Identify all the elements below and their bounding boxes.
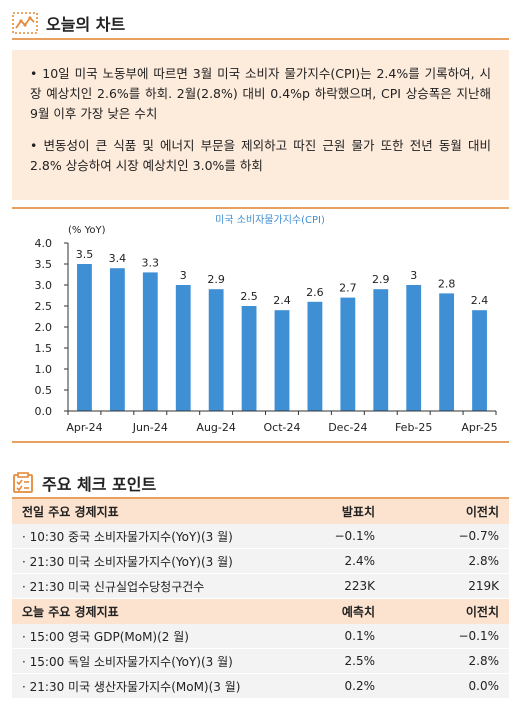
indicator-value: −0.1% <box>334 529 375 543</box>
indicator-name: · 15:00 독일 소비자물가지수(YoY)(3 월) <box>22 654 233 669</box>
summary-bullet: • 변동성이 큰 식품 및 에너지 부문을 제외하고 따진 근원 물가 또한 전… <box>30 138 491 173</box>
bar-value-label: 2.9 <box>207 273 225 286</box>
bar-value-label: 2.4 <box>471 294 489 307</box>
today-header-col2: 이전치 <box>465 605 499 619</box>
table-row: · 15:00 영국 GDP(MoM)(2 월) 0.1% −0.1% <box>12 624 509 649</box>
bar-value-label: 2.8 <box>438 277 456 290</box>
indicator-value: 223K <box>344 579 375 593</box>
bar <box>340 297 356 411</box>
indicator-forecast: 2.5% <box>344 654 376 668</box>
checkpoint-section-header: 주요 체크 포인트 <box>12 470 156 496</box>
x-tick-label: Oct-24 <box>264 421 301 434</box>
table-row: · 10:30 중국 소비자물가지수(YoY)(3 월) −0.1% −0.7% <box>12 524 509 549</box>
indicator-forecast: 0.2% <box>344 679 376 693</box>
chart-ylabel: (% YoY) <box>68 225 106 236</box>
bar <box>274 310 290 411</box>
chart-title: 미국 소비자물가지수(CPI) <box>215 214 325 226</box>
yesterday-header-col2: 이전치 <box>465 505 499 519</box>
indicator-name: · 15:00 영국 GDP(MoM)(2 월) <box>22 629 189 644</box>
indicator-previous: 219K <box>468 579 499 593</box>
y-tick-label: 3.5 <box>35 258 53 271</box>
bar <box>241 306 257 411</box>
chart-section-header: 오늘의 차트 <box>12 10 125 36</box>
yesterday-header-name: 전일 주요 경제지표 <box>22 505 119 519</box>
table-row: · 21:30 미국 생산자물가지수(MoM)(3 월) 0.2% 0.0% <box>12 673 509 699</box>
bar-value-label: 2.4 <box>273 294 291 307</box>
summary-box: • 10일 미국 노동부에 따르면 3월 미국 소비자 물가지수(CPI)는 2… <box>12 50 509 200</box>
y-tick-label: 2.5 <box>35 300 53 313</box>
bar-value-label: 3 <box>180 269 187 282</box>
table-row: · 15:00 독일 소비자물가지수(YoY)(3 월) 2.5% 2.8% <box>12 648 509 674</box>
page-title: 오늘의 차트 <box>46 15 126 34</box>
x-tick-label: Apr-25 <box>461 421 497 434</box>
table-row: · 21:30 미국 소비자물가지수(YoY)(3 월) 2.4% 2.8% <box>12 548 509 574</box>
bar-value-label: 3.3 <box>142 256 160 269</box>
indicator-previous: −0.1% <box>458 629 499 643</box>
table-row: · 21:30 미국 신규실업수당청구건수 223K 219K <box>12 573 509 599</box>
checkpoint-title: 주요 체크 포인트 <box>42 475 157 494</box>
bar <box>307 301 323 411</box>
x-tick-label: Dec-24 <box>328 421 367 434</box>
bar <box>373 289 389 411</box>
indicator-previous: −0.7% <box>458 529 499 543</box>
y-tick-label: 1.0 <box>35 363 53 376</box>
indicator-name: · 21:30 미국 신규실업수당청구건수 <box>22 579 205 594</box>
today-header-name: 오늘 주요 경제지표 <box>22 605 119 619</box>
indicator-previous: 2.8% <box>468 654 500 668</box>
x-tick-label: Apr-24 <box>66 421 102 434</box>
bar <box>472 310 487 411</box>
bar <box>208 289 224 411</box>
x-tick-label: Jun-24 <box>132 421 168 434</box>
y-tick-label: 1.5 <box>35 342 53 355</box>
bar <box>109 268 125 411</box>
indicator-value: 2.4% <box>344 554 376 568</box>
bar <box>77 264 92 411</box>
bar-value-label: 2.5 <box>240 290 257 303</box>
indicator-name: · 21:30 미국 생산자물가지수(MoM)(3 월) <box>22 679 241 694</box>
x-tick-label: Feb-25 <box>395 421 432 434</box>
bar-value-label: 3 <box>410 269 417 282</box>
header-divider <box>12 38 509 40</box>
bar-value-label: 2.6 <box>306 286 324 299</box>
indicator-forecast: 0.1% <box>344 629 376 643</box>
bar <box>439 293 455 411</box>
bar-value-label: 2.9 <box>372 273 390 286</box>
yesterday-header-col1: 발표치 <box>341 505 375 519</box>
summary-bullet: • 10일 미국 노동부에 따르면 3월 미국 소비자 물가지수(CPI)는 2… <box>30 66 491 121</box>
line-chart-icon <box>12 12 38 34</box>
checklist-icon <box>13 472 33 493</box>
y-tick-label: 2.0 <box>35 321 53 334</box>
y-tick-label: 0.5 <box>35 384 53 397</box>
bar <box>142 272 158 411</box>
bar-value-label: 3.4 <box>109 252 127 265</box>
indicator-previous: 2.8% <box>468 554 500 568</box>
y-tick-label: 3.0 <box>35 279 53 292</box>
today-header-row: 오늘 주요 경제지표 예측치 이전치 <box>12 598 509 624</box>
bar <box>406 285 422 411</box>
indicator-table: 전일 주요 경제지표 발표치 이전치 · 10:30 중국 소비자물가지수(Yo… <box>12 499 509 699</box>
today-header-col1: 예측치 <box>341 605 375 619</box>
checkpoint-divider <box>12 497 509 499</box>
indicator-name: · 21:30 미국 소비자물가지수(YoY)(3 월) <box>22 554 233 569</box>
indicator-previous: 0.0% <box>468 679 500 693</box>
indicator-name: · 10:30 중국 소비자물가지수(YoY)(3 월) <box>22 529 233 544</box>
cpi-bar-chart: 미국 소비자물가지수(CPI) (% YoY) 4.0 3.5 3.0 2.5 2.0 1… <box>35 214 498 434</box>
y-tick-label: 0.0 <box>35 405 53 418</box>
bar <box>175 285 191 411</box>
x-tick-label: Aug-24 <box>196 421 235 434</box>
bar-value-label: 3.5 <box>76 248 94 261</box>
yesterday-header-row: 전일 주요 경제지표 발표치 이전치 <box>12 499 509 524</box>
y-tick-label: 4.0 <box>35 237 53 250</box>
chart-container: 미국 소비자물가지수(CPI) (% YoY) 4.0 3.5 3.0 2.5 2.0 1… <box>12 207 509 443</box>
bar-value-label: 2.7 <box>339 282 357 295</box>
